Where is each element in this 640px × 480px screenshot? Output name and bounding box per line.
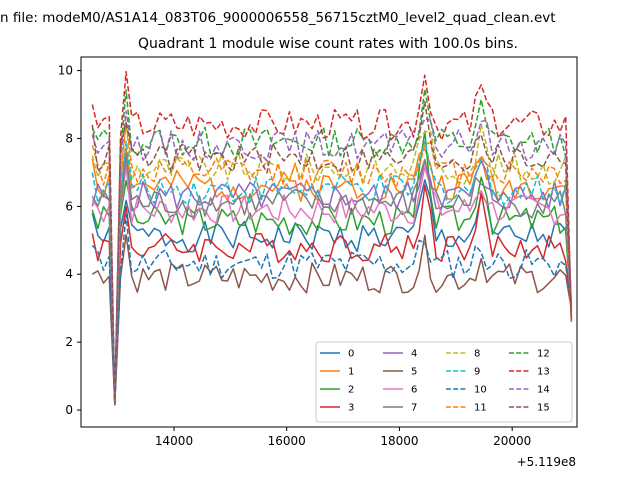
x-tick-label: 20000 [493,434,531,448]
legend-label-10: 10 [474,385,487,396]
legend-label-3: 3 [348,403,354,414]
series-line-8 [91,121,573,404]
series-line-5 [91,233,573,406]
legend-label-9: 9 [474,367,480,378]
legend-label-14: 14 [537,385,550,396]
series-line-13 [91,70,573,404]
legend-label-8: 8 [474,349,480,360]
series-line-15 [91,100,573,406]
legend-label-11: 11 [474,403,487,414]
series-line-1 [91,147,573,406]
legend-label-0: 0 [348,349,354,360]
y-tick-label: 10 [58,64,73,78]
x-tick-label: 14000 [155,434,193,448]
series-line-7 [91,156,573,405]
legend-label-5: 5 [411,367,417,378]
legend-frame [315,341,573,423]
plot-frame [80,56,578,428]
legend-label-6: 6 [411,385,417,396]
chart-title: Quadrant 1 module wise count rates with … [138,36,518,52]
y-tick-label: 8 [65,131,73,145]
series-line-3 [91,184,573,404]
legend-label-4: 4 [411,349,417,360]
series-layer [91,70,573,406]
y-tick-label: 4 [65,267,73,281]
x-offset-label: +5.119e8 [517,455,576,469]
x-tick-label: 16000 [268,434,306,448]
legend-label-1: 1 [348,367,354,378]
x-tick-label: 18000 [380,434,418,448]
series-line-6 [91,164,573,405]
series-line-9 [91,140,573,403]
y-tick-label: 0 [65,403,73,417]
legend-label-12: 12 [537,349,550,360]
legend-label-7: 7 [411,403,417,414]
series-line-14 [91,110,573,403]
legend-label-15: 15 [537,403,550,414]
series-line-2 [91,130,573,405]
y-tick-label: 6 [65,199,73,213]
series-line-10 [91,213,573,406]
legend-label-13: 13 [537,367,550,378]
legend-label-2: 2 [348,385,354,396]
y-tick-label: 2 [65,335,73,349]
figure-title: n file: modeM0/AS1A14_083T06_9000006558_… [0,10,556,26]
